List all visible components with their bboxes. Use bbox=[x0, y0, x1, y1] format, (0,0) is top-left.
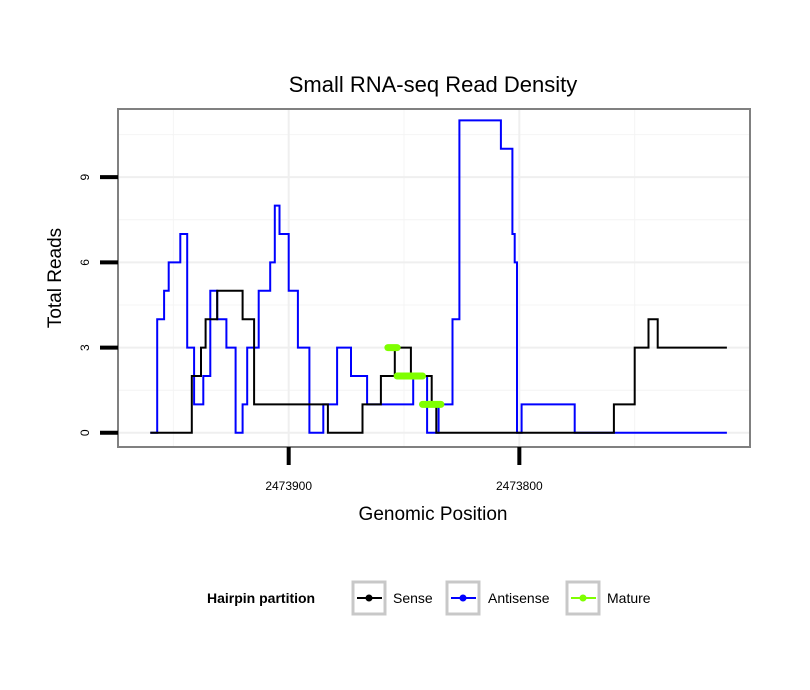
y-tick-label: 0 bbox=[78, 429, 92, 436]
x-axis-title: Genomic Position bbox=[359, 504, 508, 525]
x-tick-label: 2473800 bbox=[496, 479, 543, 493]
y-axis-title: Total Reads bbox=[45, 228, 66, 328]
y-tick-label: 6 bbox=[78, 259, 92, 266]
y-tick-label: 9 bbox=[78, 174, 92, 181]
legend-key-dot bbox=[459, 594, 467, 602]
antisense-series-line bbox=[150, 119, 727, 434]
plot-border bbox=[117, 108, 751, 448]
legend-key-dot bbox=[365, 594, 373, 602]
series-layer bbox=[150, 119, 727, 434]
legend-item-sense: Sense bbox=[351, 580, 433, 616]
legend-item-antisense: Antisense bbox=[445, 580, 550, 616]
plot-background bbox=[118, 109, 750, 447]
legend: Hairpin partition Sense Antisense Mature bbox=[207, 580, 651, 616]
legend-label-sense: Sense bbox=[393, 590, 433, 606]
x-axis: 2473900 2473800 bbox=[265, 447, 543, 493]
y-axis: 0 3 6 9 bbox=[78, 174, 118, 436]
legend-item-mature: Mature bbox=[565, 580, 651, 616]
legend-label-antisense: Antisense bbox=[488, 590, 550, 606]
chart-title: Small RNA-seq Read Density bbox=[289, 72, 578, 97]
legend-label-mature: Mature bbox=[607, 590, 651, 606]
x-tick-label: 2473900 bbox=[265, 479, 312, 493]
y-tick-label: 3 bbox=[78, 344, 92, 351]
legend-key-dot bbox=[579, 594, 587, 602]
legend-title: Hairpin partition bbox=[207, 590, 315, 606]
